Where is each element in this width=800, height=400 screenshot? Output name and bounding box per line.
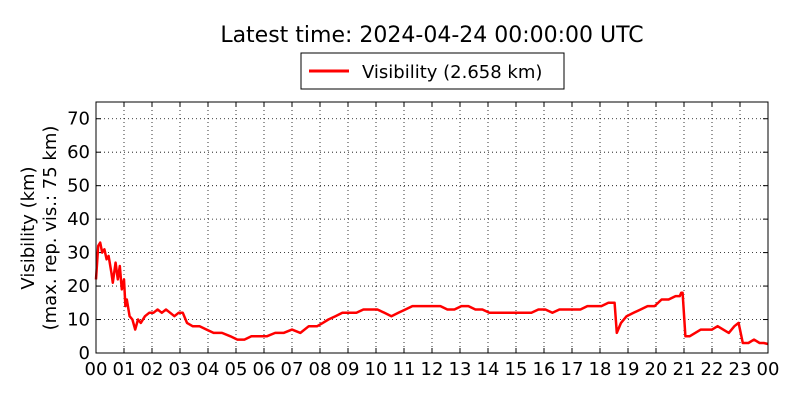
y-tick-label: 70 bbox=[67, 109, 90, 130]
x-tick-label: 09 bbox=[337, 359, 360, 380]
grid bbox=[96, 102, 768, 353]
x-tick-label: 22 bbox=[701, 359, 724, 380]
x-tick-label: 19 bbox=[617, 359, 640, 380]
x-tick-label: 16 bbox=[533, 359, 556, 380]
y-tick-label: 30 bbox=[67, 243, 90, 264]
x-tick-label: 04 bbox=[197, 359, 220, 380]
legend-label: Visibility (2.658 km) bbox=[362, 62, 542, 83]
x-tick-label: 21 bbox=[673, 359, 696, 380]
y-tick-label: 0 bbox=[79, 343, 90, 364]
x-tick-label: 20 bbox=[645, 359, 668, 380]
legend: Visibility (2.658 km) bbox=[300, 52, 565, 90]
x-tick-label: 00 bbox=[85, 359, 108, 380]
x-tick-label: 03 bbox=[169, 359, 192, 380]
x-tick-label: 01 bbox=[113, 359, 136, 380]
y-axis-label-line1: Visibility (km) bbox=[18, 166, 39, 289]
x-tick-label: 08 bbox=[309, 359, 332, 380]
x-tick-label: 13 bbox=[449, 359, 472, 380]
y-tick-label: 60 bbox=[67, 142, 90, 163]
x-tick-label: 10 bbox=[365, 359, 388, 380]
y-axis-label: Visibility (km) (max. rep. vis.: 75 km) bbox=[18, 126, 61, 331]
x-tick-label: 06 bbox=[253, 359, 276, 380]
x-tick-label: 11 bbox=[393, 359, 416, 380]
y-tick-label: 50 bbox=[67, 176, 90, 197]
y-tick-label: 10 bbox=[67, 310, 90, 331]
x-tick-label: 17 bbox=[561, 359, 584, 380]
y-tick-label: 40 bbox=[67, 209, 90, 230]
series-line-visibility bbox=[94, 241, 769, 346]
x-tick-label: 14 bbox=[477, 359, 500, 380]
x-tick-label: 18 bbox=[589, 359, 612, 380]
x-tick-label: 07 bbox=[281, 359, 304, 380]
plot-frame bbox=[95, 101, 769, 354]
x-tick-label: 12 bbox=[421, 359, 444, 380]
x-tick-label: 15 bbox=[505, 359, 528, 380]
x-tick-label: 00 bbox=[757, 359, 780, 380]
x-tick-label: 02 bbox=[141, 359, 164, 380]
x-tick-label: 23 bbox=[729, 359, 752, 380]
y-axis-label-line2: (max. rep. vis.: 75 km) bbox=[40, 126, 61, 331]
x-tick-label: 05 bbox=[225, 359, 248, 380]
y-tick-label: 20 bbox=[67, 276, 90, 297]
chart-title: Latest time: 2024-04-24 00:00:00 UTC bbox=[220, 23, 643, 48]
series-layer bbox=[94, 241, 769, 346]
axis-ticks: 00 01 02 03 04 05 06 07 08 09 10 11 12 13 14 15 16 17 18 19… bbox=[67, 102, 779, 380]
